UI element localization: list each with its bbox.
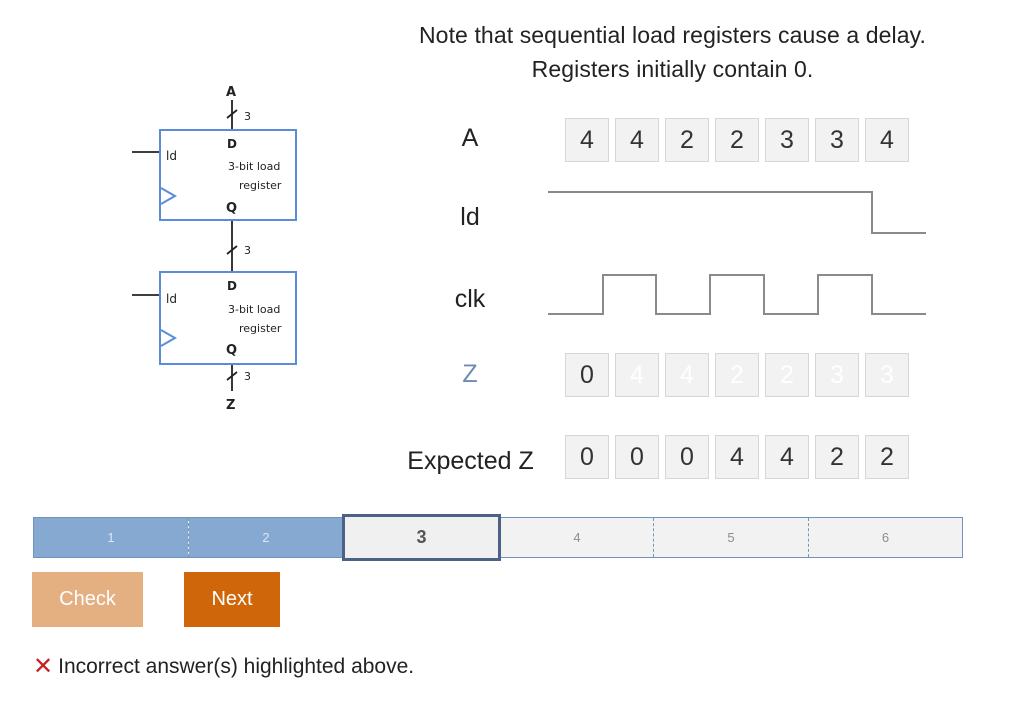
bus-width-label-bottom: 3 bbox=[244, 370, 251, 383]
a-value-cell-6: 3 bbox=[815, 118, 859, 162]
expected-z-cell-1: 0 bbox=[565, 435, 609, 479]
timing-label-ld: ld bbox=[460, 203, 480, 231]
register-top-d-label: D bbox=[227, 137, 237, 151]
progress-segment-6: 6 bbox=[881, 530, 890, 545]
progress-divider bbox=[808, 518, 809, 557]
feedback-message: ✕ Incorrect answer(s) highlighted above. bbox=[33, 652, 414, 681]
progress-segment-2[interactable]: 2 bbox=[189, 518, 343, 557]
expected-z-cell-3: 0 bbox=[665, 435, 709, 479]
register-bottom-name-line2: register bbox=[239, 322, 282, 335]
progress-segment-3-current[interactable]: 3 bbox=[342, 514, 501, 561]
progress-divider bbox=[188, 518, 189, 557]
z-answer-cell-5[interactable]: 2 bbox=[765, 353, 809, 397]
expected-z-cell-5: 4 bbox=[765, 435, 809, 479]
bus-width-slash-middle bbox=[226, 245, 238, 255]
a-value-cell-2: 4 bbox=[615, 118, 659, 162]
check-button[interactable]: Check bbox=[32, 572, 143, 627]
timing-label-expected-z: Expected Z bbox=[407, 447, 534, 475]
register-bottom-box bbox=[159, 271, 297, 365]
a-value-cell-1: 4 bbox=[565, 118, 609, 162]
register-top-ld-label: ld bbox=[166, 149, 177, 163]
register-bottom-q-label: Q bbox=[226, 343, 237, 358]
register-bottom-name-line1: 3-bit load bbox=[228, 303, 280, 316]
incorrect-x-icon: ✕ bbox=[33, 653, 54, 680]
register-top-q-label: Q bbox=[226, 201, 237, 216]
a-value-cell-3: 2 bbox=[665, 118, 709, 162]
instruction-line-2: Registers initially contain 0. bbox=[531, 56, 814, 82]
a-value-cell-7: 4 bbox=[865, 118, 909, 162]
diagram-input-label: A bbox=[226, 85, 236, 100]
clock-triangle-bottom bbox=[160, 329, 178, 347]
register-top-name-line2: register bbox=[239, 179, 282, 192]
register-top-box bbox=[159, 129, 297, 221]
z-answer-cell-2[interactable]: 4 bbox=[615, 353, 659, 397]
progress-segment-1[interactable]: 1 bbox=[34, 518, 188, 557]
bus-width-label-middle: 3 bbox=[244, 244, 251, 257]
register-bottom-ld-label: ld bbox=[166, 292, 177, 306]
clk-waveform bbox=[548, 274, 926, 315]
instruction-line-1: Note that sequential load registers caus… bbox=[418, 22, 927, 48]
level-progress-bar: 1 2 3 4 5 6 bbox=[33, 514, 963, 561]
z-answer-cell-3[interactable]: 4 bbox=[665, 353, 709, 397]
bus-width-slash-bottom bbox=[226, 371, 238, 381]
z-answer-cell-6[interactable]: 3 bbox=[815, 353, 859, 397]
expected-z-cell-4: 4 bbox=[715, 435, 759, 479]
z-answer-cell-4[interactable]: 2 bbox=[715, 353, 759, 397]
progress-segment-5: 5 bbox=[727, 530, 735, 545]
register-circuit-diagram: A 3 3 3 Z ld D 3-bit load register Q ld … bbox=[132, 85, 297, 413]
timing-label-z: Z bbox=[462, 360, 478, 388]
clock-triangle-top bbox=[160, 187, 178, 205]
diagram-output-label: Z bbox=[226, 398, 235, 413]
ld-waveform bbox=[548, 191, 926, 234]
timing-label-clk: clk bbox=[454, 285, 486, 313]
bus-width-slash-top bbox=[226, 109, 238, 119]
expected-z-cell-2: 0 bbox=[615, 435, 659, 479]
progress-segment-4: 4 bbox=[573, 530, 581, 545]
expected-z-cell-7: 2 bbox=[865, 435, 909, 479]
z-answer-cell-1[interactable]: 0 bbox=[565, 353, 609, 397]
next-button[interactable]: Next bbox=[184, 572, 280, 627]
register-top-name-line1: 3-bit load bbox=[228, 160, 280, 173]
progress-divider bbox=[653, 518, 654, 557]
z-answer-cell-7[interactable]: 3 bbox=[865, 353, 909, 397]
expected-z-cell-6: 2 bbox=[815, 435, 859, 479]
a-value-cell-5: 3 bbox=[765, 118, 809, 162]
bus-width-label-top: 3 bbox=[244, 110, 251, 123]
a-value-cell-4: 2 bbox=[715, 118, 759, 162]
timing-label-a: A bbox=[461, 124, 479, 152]
feedback-text: Incorrect answer(s) highlighted above. bbox=[58, 654, 415, 678]
register-bottom-d-label: D bbox=[227, 279, 237, 293]
